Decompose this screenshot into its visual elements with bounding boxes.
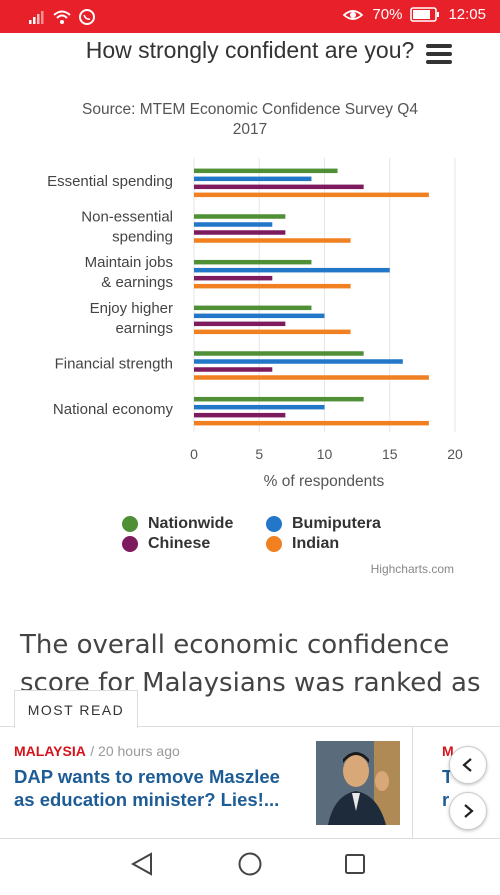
x-tick-label: 20 [447, 446, 463, 462]
divider [412, 727, 413, 839]
bar-nationwide [194, 214, 286, 219]
person-photo [316, 741, 400, 825]
bar-bumiputera [194, 404, 325, 410]
bar-indian [194, 192, 429, 198]
bar-indian [194, 238, 351, 243]
chart-grid [193, 158, 456, 432]
bar-chinese [194, 321, 286, 327]
category-label: National economy [53, 401, 174, 418]
most-read-thumbnail[interactable] [316, 741, 400, 825]
chart-credits-link[interactable]: Highcharts.com [370, 562, 454, 576]
x-tick-label: 15 [382, 446, 398, 462]
wifi-icon [53, 10, 71, 24]
category-label: Maintain jobs [85, 254, 173, 271]
triangle-back-icon[interactable] [130, 852, 152, 876]
bar-chinese [194, 367, 273, 372]
legend-label: Nationwide [148, 515, 234, 532]
bar-chinese [194, 275, 273, 281]
bar-bumiputera [194, 359, 403, 364]
bar-indian [194, 283, 351, 289]
legend-item-bumiputera[interactable]: Bumiputera [266, 515, 381, 533]
carousel-prev-button[interactable] [449, 746, 487, 784]
legend-item-chinese[interactable]: Chinese [122, 535, 210, 553]
chart-menu-button[interactable] [426, 44, 452, 66]
circle-home-icon[interactable] [238, 852, 262, 876]
whatsapp-icon [79, 9, 95, 25]
bar-indian [194, 420, 429, 426]
bar-bumiputera [194, 267, 390, 273]
category-labels: Essential spending Non-essential spending M… [47, 173, 173, 418]
legend-label: Bumiputera [292, 515, 381, 532]
legend-label: Chinese [148, 535, 211, 552]
category-label: Essential spending [47, 173, 173, 190]
hamburger-icon [426, 44, 452, 48]
legend-label: Indian [292, 535, 340, 552]
chart-bars [194, 168, 429, 426]
category-label: earnings [115, 320, 173, 337]
category-label: Non-essential [81, 209, 173, 226]
most-read-category[interactable]: MALAYSIA [14, 743, 86, 759]
most-read-headline[interactable]: DAP wants to remove Maszlee as education… [14, 766, 280, 810]
x-tick-label: 5 [255, 446, 263, 462]
chart-title: How strongly confident are you? [85, 37, 415, 63]
category-label: Financial strength [55, 356, 173, 373]
bar-chinese [194, 412, 286, 418]
category-label: Enjoy higher [90, 300, 173, 317]
chart-subtitle: Source: MTEM Economic Confidence Survey … [82, 101, 418, 138]
legend-dot [122, 516, 138, 532]
signal-icon [29, 11, 44, 24]
status-icons-right: 70% 12:05 [342, 6, 486, 23]
system-navigation-bar [0, 838, 500, 889]
x-axis-ticks: 0 5 10 15 20 [190, 446, 463, 462]
category-label: spending [112, 229, 173, 246]
category-label: & earnings [101, 274, 173, 291]
battery-percent: 70% [372, 6, 403, 23]
bar-indian [194, 329, 351, 335]
x-tick-label: 0 [190, 446, 198, 462]
legend-dot [122, 536, 138, 552]
most-read-time: / 20 hours ago [90, 743, 180, 759]
most-read-headline-2[interactable]: T r [442, 766, 454, 810]
bar-chart: Essential spending Non-essential spending M… [47, 158, 463, 490]
bar-nationwide [194, 396, 364, 402]
clock: 12:05 [448, 6, 486, 23]
x-tick-label: 10 [317, 446, 333, 462]
eye-comfort-icon [343, 9, 364, 20]
bar-nationwide [194, 168, 338, 174]
legend-dot [266, 516, 282, 532]
most-read-category-2[interactable]: M [442, 743, 454, 759]
bar-nationwide [194, 259, 312, 265]
bar-nationwide [194, 305, 312, 311]
bar-bumiputera [194, 222, 273, 227]
legend-item-indian[interactable]: Indian [266, 535, 339, 553]
square-recent-icon[interactable] [345, 854, 365, 874]
bar-bumiputera [194, 313, 325, 319]
legend-item-nationwide[interactable]: Nationwide [122, 515, 233, 533]
most-read-tab[interactable]: MOST READ [14, 690, 138, 728]
status-bar: 70% 12:05 [0, 0, 500, 33]
bar-bumiputera [194, 176, 312, 182]
chevron-right-icon [464, 804, 474, 818]
most-read-panel: MALAYSIA / 20 hours ago DAP wants to rem… [0, 726, 500, 839]
chevron-left-icon [462, 758, 472, 772]
legend-dot [266, 536, 282, 552]
bar-nationwide [194, 351, 364, 356]
bar-indian [194, 375, 429, 380]
bar-chinese [194, 184, 364, 190]
most-read-item[interactable]: MALAYSIA / 20 hours ago DAP wants to rem… [14, 743, 304, 811]
battery-icon [410, 7, 440, 22]
status-icons-left [28, 8, 96, 26]
x-axis-label: % of respondents [264, 473, 385, 490]
carousel-next-button[interactable] [449, 792, 487, 830]
bar-chinese [194, 230, 286, 235]
